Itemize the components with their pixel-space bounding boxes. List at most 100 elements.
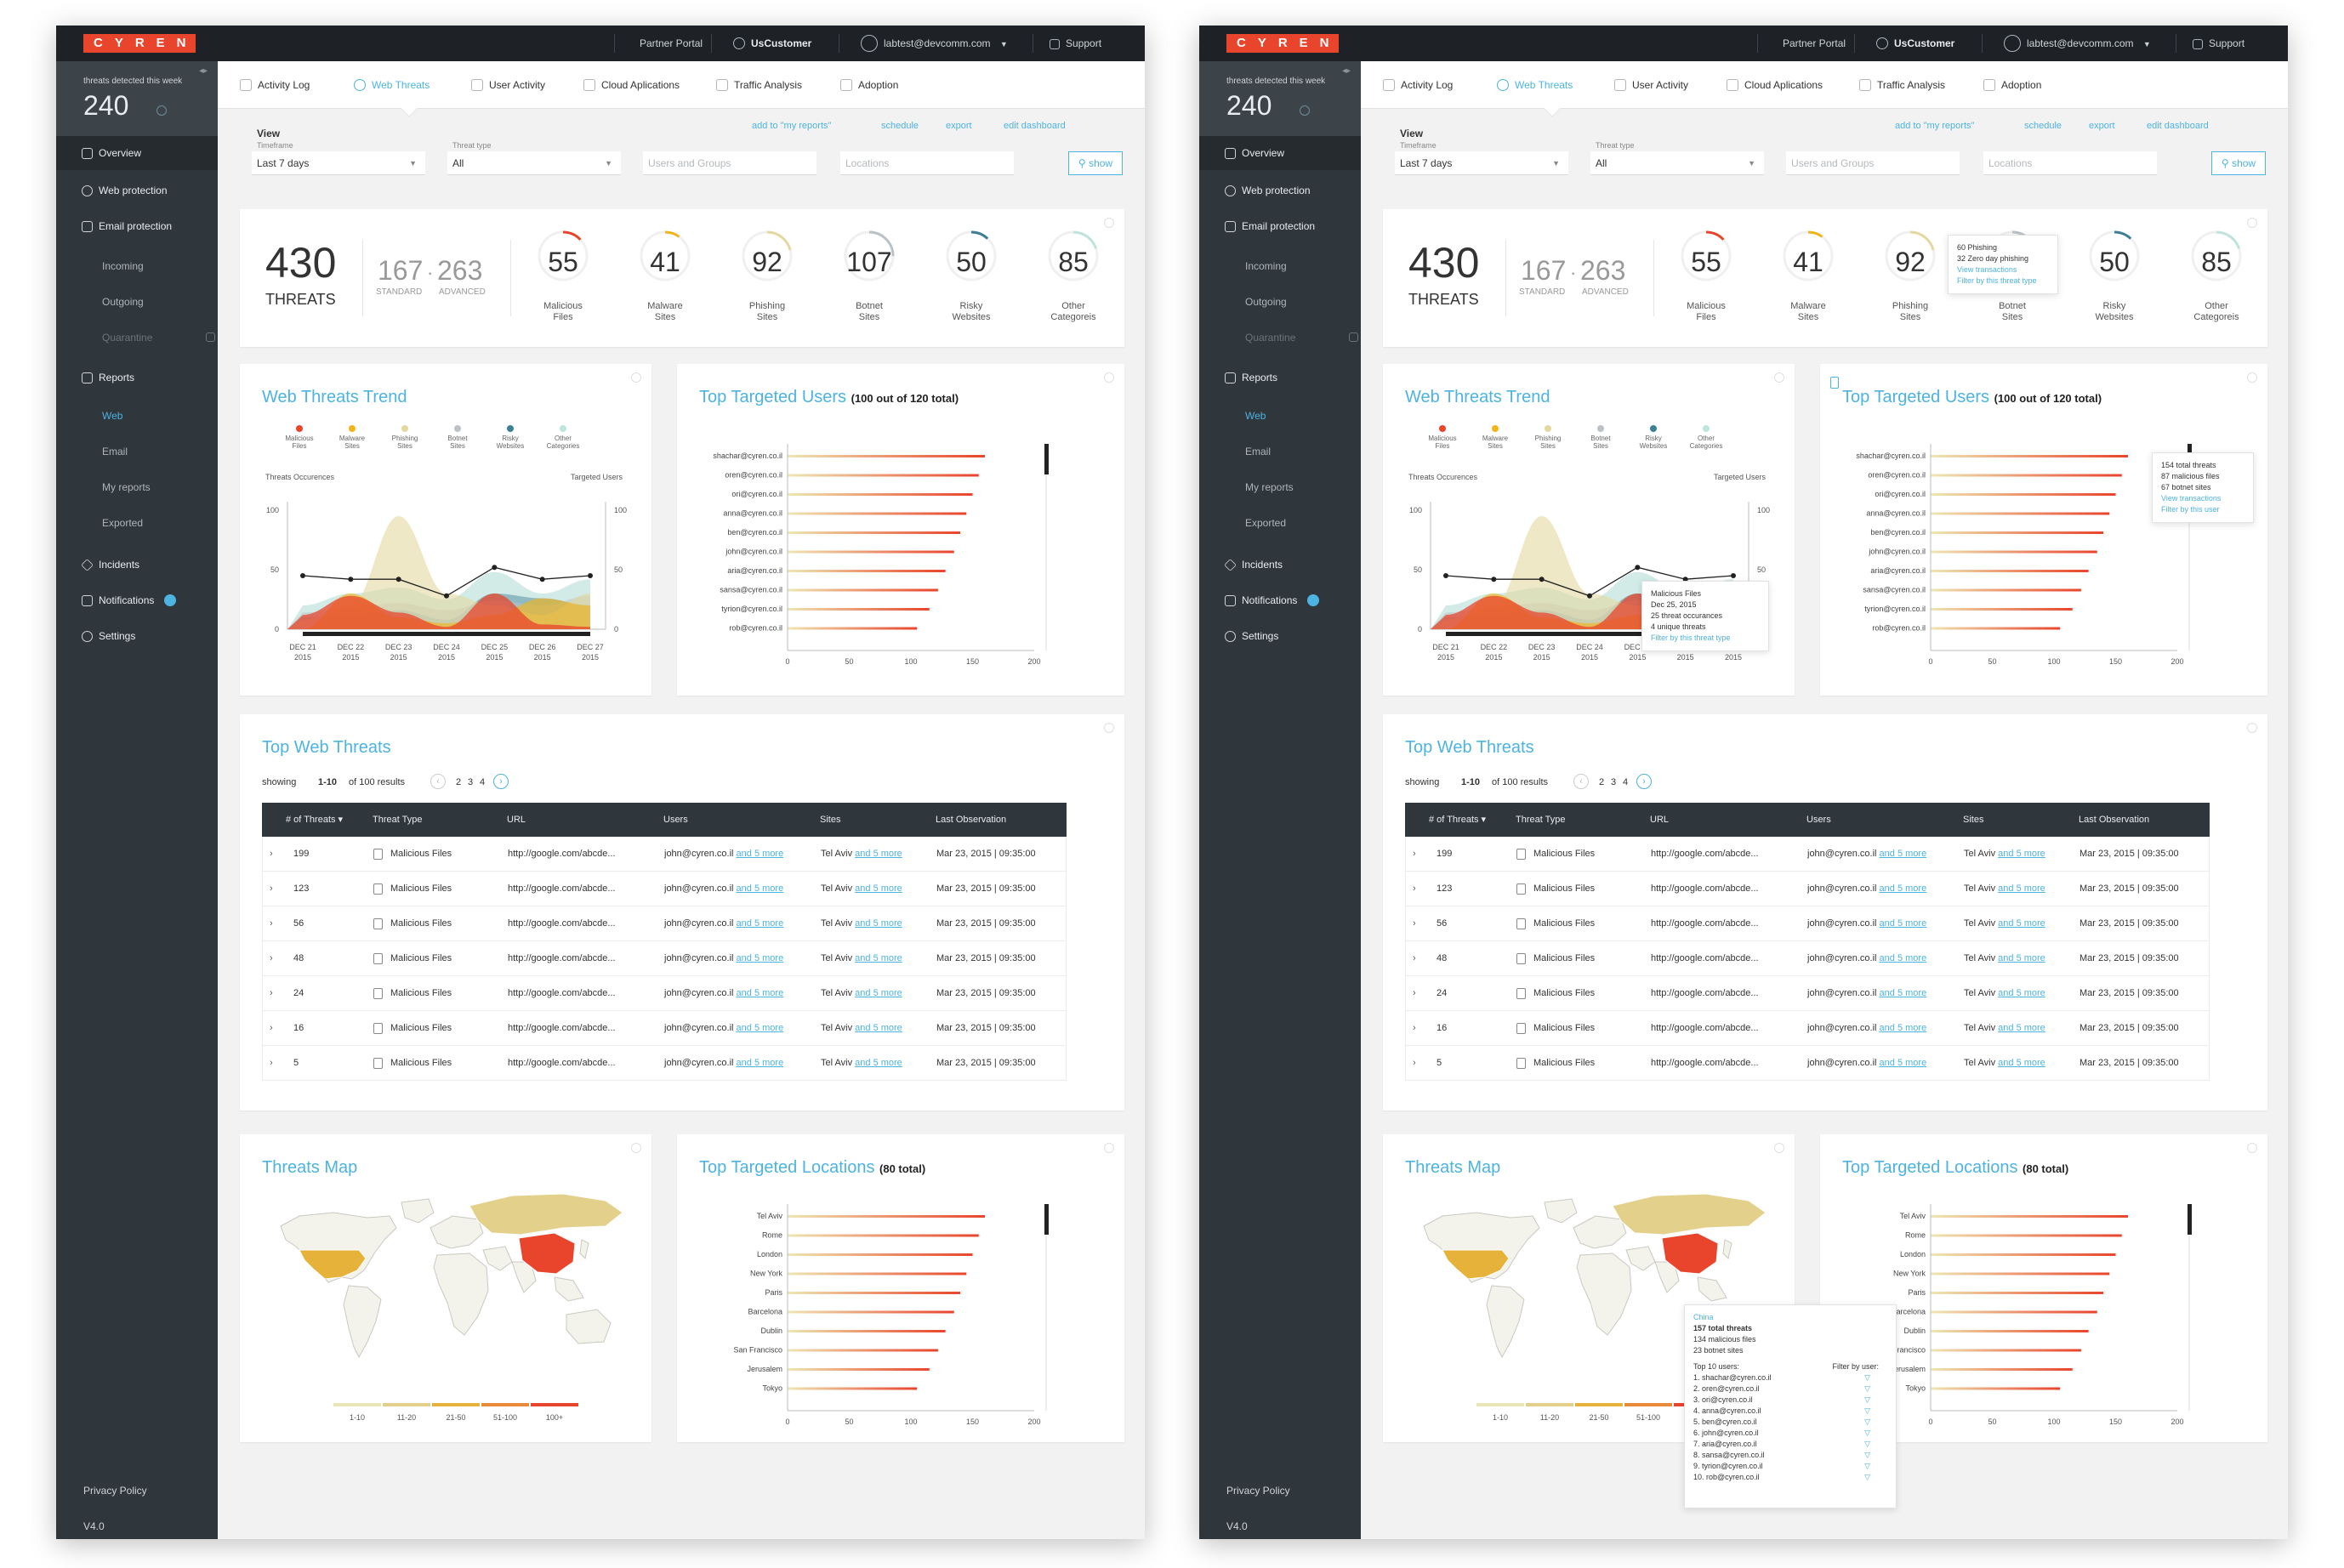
location-bar-0[interactable]: [1931, 1215, 2128, 1218]
next-page-button[interactable]: ›: [1636, 774, 1652, 789]
location-bar-7[interactable]: [788, 1349, 938, 1352]
filter-icon[interactable]: ▽: [1864, 1462, 1870, 1470]
threat-url[interactable]: http://google.com/abcde...: [508, 953, 616, 963]
filter-user-link[interactable]: Filter by this user: [2161, 505, 2220, 514]
users-groups-input[interactable]: Users and Groups: [1786, 151, 1960, 175]
location-label-7[interactable]: San Francisco: [1876, 1346, 1926, 1355]
sidebar-item-incoming[interactable]: Incoming: [1245, 260, 1287, 272]
location-label-0[interactable]: Tel Aviv: [1900, 1212, 1926, 1220]
table-row[interactable]: › 5 Malicious Files http://google.com/abcde…: [1405, 1046, 2210, 1081]
collapse-sidebar-icon[interactable]: ◂▸: [1342, 66, 1351, 76]
threat-url[interactable]: http://google.com/abcde...: [508, 1023, 616, 1033]
table-row[interactable]: › 16 Malicious Files http://google.com/abcd…: [1405, 1011, 2210, 1046]
location-label-5[interactable]: Barcelona: [748, 1308, 782, 1316]
location-bar-3[interactable]: [1931, 1272, 2110, 1275]
trend-point-0[interactable]: [300, 573, 305, 578]
location-label-4[interactable]: Paris: [1908, 1288, 1926, 1297]
user-label-0[interactable]: shachar@cyren.co.il: [1856, 452, 1926, 460]
table-row[interactable]: › 24 Malicious Files http://google.com/abcd…: [262, 976, 1067, 1011]
threat-url[interactable]: http://google.com/abcde...: [1651, 1023, 1759, 1033]
gauge-5[interactable]: 85 Other Categoreis: [2182, 228, 2250, 322]
threat-type-select[interactable]: All ▼: [1590, 151, 1764, 175]
expand-row-icon[interactable]: ›: [1413, 988, 1416, 998]
partner-portal-link[interactable]: Partner Portal: [1783, 37, 1846, 49]
location-bar-4[interactable]: [1931, 1292, 2103, 1294]
legend-label-2[interactable]: Phishing: [392, 435, 418, 442]
table-row[interactable]: › 199 Malicious Files http://google.com/abc…: [1405, 837, 2210, 872]
sidebar-item-settings[interactable]: Settings: [56, 619, 218, 653]
sidebar-item-email[interactable]: Email: [102, 446, 128, 457]
sidebar-item-notifications[interactable]: Notifications: [1199, 583, 1361, 617]
legend-label-5[interactable]: Other: [1698, 435, 1715, 442]
location-label-8[interactable]: Jerusalem: [747, 1365, 782, 1373]
legend-label-0[interactable]: Malicious: [1428, 435, 1456, 442]
threat-url[interactable]: http://google.com/abcde...: [508, 849, 616, 859]
sidebar-item-email[interactable]: Email: [1245, 446, 1272, 457]
sidebar-item-email-protection[interactable]: Email protection: [1199, 209, 1361, 243]
location-label-9[interactable]: Tokyo: [1905, 1384, 1926, 1393]
more-sites-link[interactable]: and 5 more: [1998, 849, 2045, 859]
table-row[interactable]: › 24 Malicious Files http://google.com/abcd…: [1405, 976, 2210, 1011]
expand-row-icon[interactable]: ›: [270, 1058, 273, 1068]
locations-input[interactable]: Locations: [1983, 151, 2157, 175]
more-users-link[interactable]: and 5 more: [1879, 849, 1927, 859]
refresh-icon[interactable]: [156, 105, 167, 116]
trend-range-slider[interactable]: [303, 632, 590, 636]
info-icon[interactable]: [2247, 1143, 2257, 1153]
expand-row-icon[interactable]: ›: [1413, 883, 1416, 894]
info-icon[interactable]: [1774, 1143, 1784, 1153]
table-row[interactable]: › 56 Malicious Files http://google.com/abcd…: [1405, 906, 2210, 941]
more-users-link[interactable]: and 5 more: [736, 953, 784, 963]
timeframe-select[interactable]: Last 7 days ▼: [252, 151, 425, 175]
user-bar-4[interactable]: [788, 531, 960, 534]
location-bar-1[interactable]: [1931, 1234, 2122, 1237]
legend-label-4[interactable]: Risky: [1645, 435, 1662, 442]
filter-icon[interactable]: ▽: [1864, 1395, 1870, 1404]
customer-selector[interactable]: UsCustomer: [1876, 26, 1954, 61]
more-users-link[interactable]: and 5 more: [736, 849, 784, 859]
more-users-link[interactable]: and 5 more: [736, 1023, 784, 1033]
more-users-link[interactable]: and 5 more: [1879, 953, 1927, 963]
location-label-1[interactable]: Rome: [1905, 1231, 1926, 1240]
show-button[interactable]: ⚲ show: [2211, 151, 2266, 175]
more-sites-link[interactable]: and 5 more: [855, 918, 902, 929]
sidebar-item-notifications[interactable]: Notifications: [56, 583, 218, 617]
trend-point-1[interactable]: [1491, 577, 1497, 582]
col-url[interactable]: URL: [1650, 815, 1670, 825]
location-scroll-handle[interactable]: [1044, 1204, 1049, 1235]
location-label-3[interactable]: New York: [750, 1270, 783, 1278]
filter-icon[interactable]: ▽: [1864, 1406, 1870, 1415]
location-bar-6[interactable]: [788, 1330, 946, 1332]
location-bar-7[interactable]: [1931, 1349, 2081, 1352]
location-bar-8[interactable]: [788, 1368, 930, 1371]
user-menu[interactable]: labtest@devcomm.com ▼: [861, 26, 1008, 61]
tab-web-threats[interactable]: Web Threats: [354, 61, 430, 109]
export-chart-icon[interactable]: [1830, 377, 1839, 389]
threat-url[interactable]: http://google.com/abcde...: [1651, 849, 1759, 859]
user-bar-8[interactable]: [1931, 608, 2073, 611]
threat-url[interactable]: http://google.com/abcde...: [508, 918, 616, 929]
location-bar-5[interactable]: [788, 1310, 954, 1314]
sidebar-item-web[interactable]: Web: [102, 410, 123, 422]
expand-row-icon[interactable]: ›: [270, 849, 273, 859]
more-sites-link[interactable]: and 5 more: [855, 988, 902, 998]
user-label-2[interactable]: ori@cyren.co.il: [1875, 490, 1926, 498]
gauge-2[interactable]: 92 Phishing Sites: [733, 228, 801, 322]
more-sites-link[interactable]: and 5 more: [1998, 1023, 2045, 1033]
user-label-6[interactable]: aria@cyren.co.il: [1870, 566, 1926, 575]
more-sites-link[interactable]: and 5 more: [855, 883, 902, 894]
more-sites-link[interactable]: and 5 more: [855, 849, 902, 859]
page-4-link[interactable]: 4: [480, 777, 486, 787]
user-bar-0[interactable]: [1931, 455, 2128, 457]
trend-point-4[interactable]: [1635, 565, 1641, 571]
more-users-link[interactable]: and 5 more: [736, 883, 784, 894]
page-2-link[interactable]: 2: [1599, 777, 1605, 787]
page-2-link[interactable]: 2: [456, 777, 462, 787]
table-row[interactable]: › 56 Malicious Files http://google.com/abcd…: [262, 906, 1067, 941]
user-label-7[interactable]: sansa@cyren.co.il: [1863, 586, 1926, 594]
user-bar-5[interactable]: [788, 550, 954, 554]
gauge-0[interactable]: 55 Malicious Files: [529, 228, 597, 322]
location-label-2[interactable]: London: [1900, 1250, 1926, 1258]
user-bar-3[interactable]: [1931, 512, 2110, 515]
col-sites[interactable]: Sites: [1963, 815, 1984, 825]
